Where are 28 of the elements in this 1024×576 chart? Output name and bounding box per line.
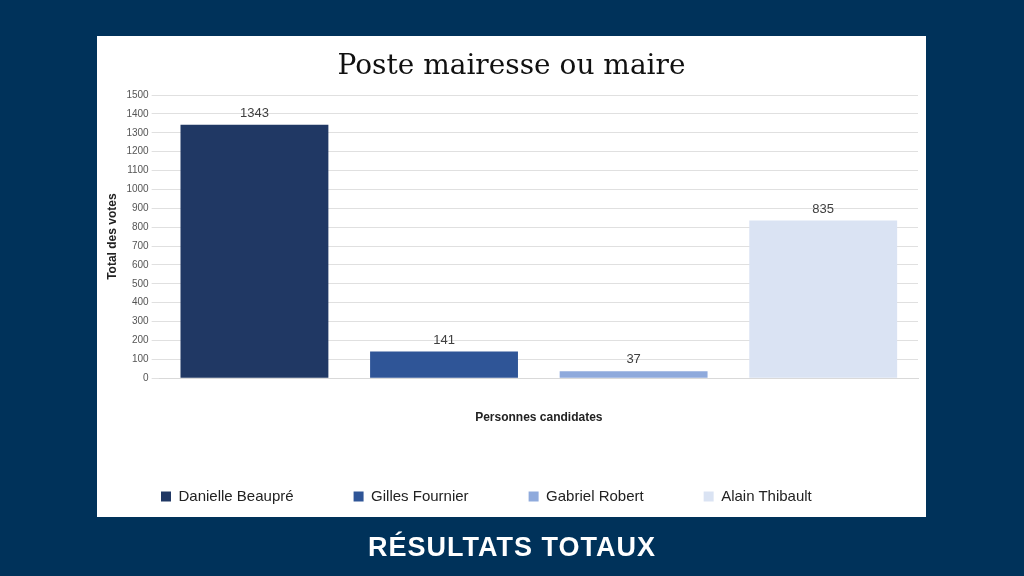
y-tick-label: 100 [131, 353, 150, 365]
y-tick-label: 0 [143, 371, 150, 383]
y-tick-label: 600 [131, 258, 150, 270]
data-label: 835 [812, 200, 835, 216]
data-label: 1343 [239, 104, 269, 120]
legend-label: Alain Thibault [721, 486, 813, 504]
y-tick-label: 1100 [127, 164, 150, 176]
legend-label: Danielle Beaupré [178, 486, 294, 504]
chart-title: Poste mairesse ou maire [336, 48, 687, 81]
legend-label: Gabriel Robert [546, 486, 645, 504]
y-tick-label: 400 [131, 296, 150, 308]
y-tick-label: 1500 [126, 88, 150, 100]
y-tick-label: 1200 [126, 145, 150, 157]
y-tick-label: 900 [131, 202, 150, 214]
y-tick-label: 700 [131, 239, 150, 251]
y-tick-label: 1000 [126, 183, 150, 195]
y-tick-label: 300 [131, 315, 150, 327]
data-label: 37 [626, 351, 641, 367]
x-axis-title: Personnes candidates [475, 410, 603, 425]
legend-label: Gilles Fournier [371, 486, 469, 504]
y-tick-label: 1300 [126, 126, 150, 138]
y-tick-label: 800 [131, 220, 150, 232]
text: RÉSULTATS TOTAUX [367, 532, 657, 563]
data-label: 141 [433, 331, 455, 347]
y-tick-label: 200 [131, 334, 150, 346]
y-tick-label: 1400 [126, 107, 150, 119]
y-axis-title: Total des votes [104, 193, 119, 280]
y-tick-label: 500 [131, 277, 150, 289]
